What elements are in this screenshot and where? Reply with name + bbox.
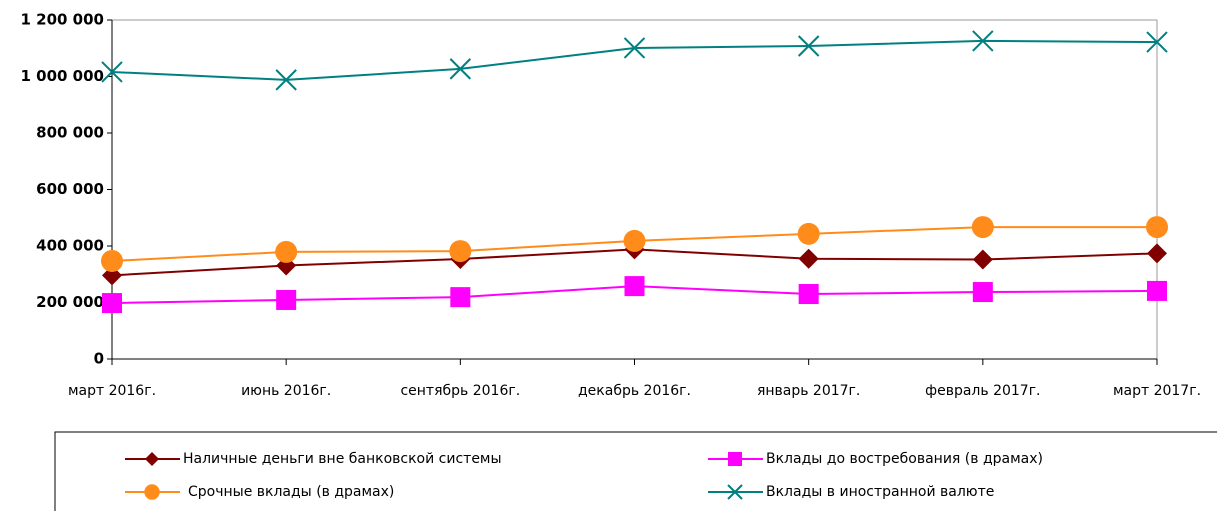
marker	[1147, 243, 1167, 264]
marker	[624, 276, 645, 297]
legend-label: Вклады до востребования (в драмах)	[766, 451, 1043, 467]
marker	[972, 30, 994, 52]
y-tick-label: 1 000 000	[20, 67, 104, 85]
marker	[1146, 31, 1168, 53]
marker	[101, 61, 123, 83]
legend-marker	[727, 484, 743, 500]
legend-label: Наличные деньги вне банковской системы	[183, 451, 502, 467]
legend-marker	[145, 452, 159, 466]
legend-box	[54, 431, 1217, 515]
marker	[450, 287, 471, 308]
marker	[1146, 216, 1168, 239]
legend-label: Срочные вклады (в драмах)	[188, 484, 394, 500]
marker	[797, 222, 820, 245]
y-tick-label: 800 000	[36, 124, 104, 142]
y-tick-label: 1 200 000	[20, 11, 104, 29]
legend-marker	[728, 452, 742, 466]
x-tick-label: январь 2017г.	[757, 383, 860, 399]
marker	[623, 37, 646, 59]
x-tick-label: декабрь 2016г.	[578, 383, 691, 399]
marker	[972, 249, 993, 270]
marker	[971, 216, 994, 239]
marker	[623, 229, 646, 252]
marker	[1147, 280, 1167, 301]
x-tick-label: сентябрь 2016г.	[400, 383, 520, 399]
marker	[449, 58, 472, 80]
marker	[275, 69, 297, 91]
marker	[798, 284, 819, 305]
y-tick-label: 200 000	[36, 293, 104, 311]
legend-marker	[144, 484, 160, 500]
y-tick-label: 0	[94, 350, 104, 368]
marker	[275, 240, 298, 263]
x-tick-label: февраль 2017г.	[925, 383, 1040, 399]
marker	[798, 248, 819, 269]
marker	[276, 289, 297, 310]
marker	[972, 282, 993, 303]
marker	[102, 293, 122, 314]
marker	[797, 35, 820, 57]
x-tick-label: март 2016г.	[68, 383, 156, 399]
x-tick-label: июнь 2016г.	[241, 383, 331, 399]
x-tick-label: март 2017г.	[1113, 383, 1201, 399]
y-tick-label: 600 000	[36, 180, 104, 198]
marker	[449, 240, 472, 263]
y-tick-label: 400 000	[36, 237, 104, 255]
marker	[101, 249, 123, 272]
legend-label: Вклады в иностранной валюте	[766, 484, 994, 500]
